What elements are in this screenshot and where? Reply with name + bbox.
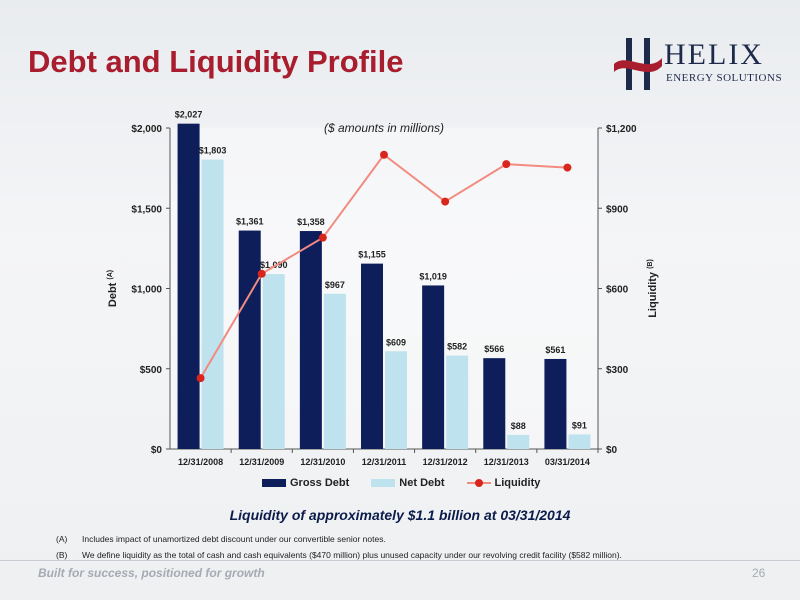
liquidity-headline: Liquidity of approximately $1.1 billion … (229, 507, 571, 523)
y-right-tick-label: $0 (606, 445, 618, 456)
footnote-text: We define liquidity as the total of cash… (82, 550, 622, 560)
y-right-axis-title-sup: (B) (647, 259, 654, 269)
liquidity-point (196, 374, 205, 383)
chart-subtitle: ($ amounts in millions) (324, 121, 444, 135)
bar-net-debt (446, 355, 469, 449)
x-tick-label: 12/31/2010 (300, 457, 345, 467)
bar-gross-debt (422, 285, 445, 449)
liquidity-point (257, 269, 266, 278)
bar-gross-debt (544, 358, 567, 449)
data-label-net-debt: $967 (325, 280, 345, 290)
bar-gross-debt (177, 123, 200, 449)
legend-swatch-gross-debt (262, 479, 286, 487)
footnotes: (A) Includes impact of unamortized debt … (56, 534, 622, 566)
y-right-tick-label: $900 (606, 204, 629, 215)
bar-net-debt (262, 274, 285, 449)
helix-emblem-icon (614, 38, 662, 90)
y-left-tick-label: $0 (151, 445, 163, 456)
liquidity-point (380, 150, 388, 159)
legend-gross-debt: Gross Debt (262, 477, 349, 489)
page-number: 26 (752, 566, 766, 580)
footer-tagline: Built for success, positioned for growth (38, 566, 265, 580)
legend-label-liquidity: Liquidity (494, 477, 541, 489)
bar-net-debt (507, 434, 530, 449)
x-tick-label: 03/31/2014 (545, 457, 590, 467)
slide-title: Debt and Liquidity Profile (28, 44, 404, 79)
data-label-net-debt: $1,803 (199, 146, 227, 156)
plot-area (170, 128, 598, 449)
legend-liquidity: Liquidity (466, 477, 541, 489)
bar-gross-debt (361, 263, 383, 449)
y-right-tick-label: $1,200 (606, 124, 637, 135)
x-tick-label: 12/31/2008 (178, 457, 223, 467)
data-label-net-debt: $88 (511, 421, 526, 431)
footnote-key: (A) (56, 534, 68, 544)
logo-wordmark: HELIX (664, 38, 764, 71)
footnote-key: (B) (56, 550, 68, 560)
legend-swatch-liquidity (466, 478, 491, 488)
chart-legend: Gross Debt Net Debt Liquidity (262, 477, 562, 489)
x-tick-label: 12/31/2013 (484, 457, 529, 467)
y-right-tick-label: $600 (606, 285, 629, 296)
bar-gross-debt (238, 230, 261, 449)
x-tick-label: 12/31/2011 (362, 457, 407, 467)
x-tick-label: 12/31/2012 (423, 457, 468, 467)
footnote-a: (A) Includes impact of unamortized debt … (56, 534, 622, 544)
liquidity-point (563, 163, 572, 172)
liquidity-point (502, 160, 511, 169)
data-label-gross-debt: $1,361 (236, 217, 264, 227)
bar-gross-debt (483, 358, 506, 449)
data-label-net-debt: $1,090 (260, 260, 288, 270)
y-right-axis-title: Liquidity (B) (647, 259, 659, 318)
y-left-tick-label: $1,500 (131, 204, 162, 215)
liquidity-point (318, 233, 327, 242)
y-left-tick-label: $500 (140, 365, 163, 376)
bar-net-debt (201, 159, 224, 449)
bar-net-debt (323, 293, 346, 449)
data-label-gross-debt: $561 (545, 345, 565, 355)
data-label-gross-debt: $2,027 (175, 110, 203, 120)
bar-net-debt (385, 351, 407, 449)
liquidity-point (441, 197, 450, 206)
logo-subtext: ENERGY SOLUTIONS (666, 72, 783, 84)
helix-logo: HELIX ENERGY SOLUTIONS (612, 34, 787, 94)
legend-swatch-net-debt (371, 479, 396, 487)
footer-divider (0, 560, 800, 561)
y-left-tick-label: $2,000 (131, 124, 162, 135)
data-label-gross-debt: $1,358 (297, 217, 325, 227)
footnote-b: (B) We define liquidity as the total of … (56, 550, 622, 560)
y-left-tick-label: $1,000 (131, 285, 162, 296)
data-label-gross-debt: $1,155 (358, 250, 386, 260)
data-label-gross-debt: $1,019 (419, 271, 447, 281)
x-tick-label: 12/31/2009 (239, 457, 284, 467)
data-label-net-debt: $609 (386, 337, 406, 347)
data-label-net-debt: $91 (572, 420, 587, 430)
y-right-tick-label: $300 (606, 365, 629, 376)
bar-net-debt (568, 434, 591, 449)
data-label-gross-debt: $566 (484, 344, 504, 354)
legend-label-net-debt: Net Debt (399, 477, 445, 489)
legend-label-gross-debt: Gross Debt (290, 477, 350, 489)
footnote-text: Includes impact of unamortized debt disc… (82, 534, 386, 544)
y-left-axis-title-sup: (A) (107, 270, 114, 280)
bar-gross-debt (299, 231, 322, 449)
data-label-net-debt: $582 (447, 342, 467, 352)
legend-net-debt: Net Debt (371, 477, 445, 489)
y-left-axis-title: Debt (A) (107, 270, 119, 307)
